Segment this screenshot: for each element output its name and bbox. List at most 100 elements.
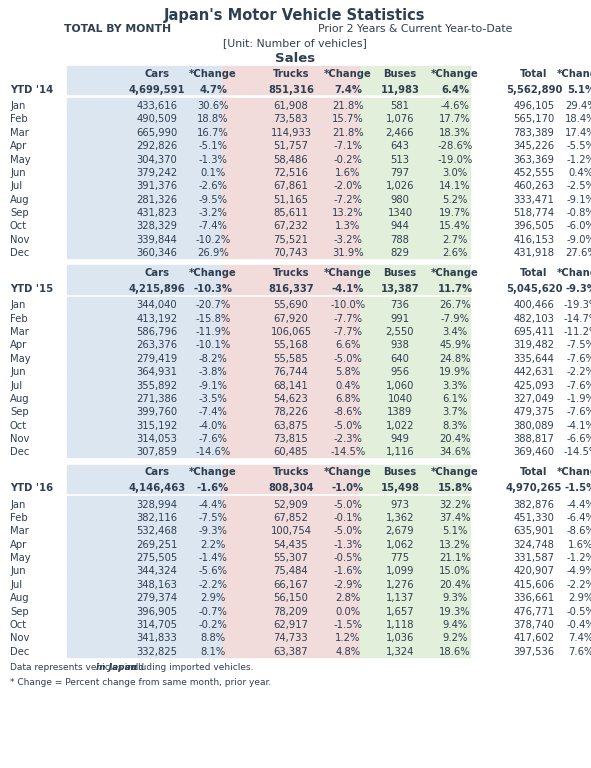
Bar bbox=[222, 550, 360, 563]
Text: -0.5%: -0.5% bbox=[333, 553, 362, 563]
Text: 55,585: 55,585 bbox=[274, 354, 309, 364]
Text: Aug: Aug bbox=[10, 194, 30, 204]
Text: May: May bbox=[10, 154, 31, 164]
Bar bbox=[67, 310, 222, 324]
Text: -0.2%: -0.2% bbox=[333, 154, 362, 164]
Bar bbox=[360, 191, 470, 204]
Bar bbox=[360, 590, 470, 603]
Text: -7.6%: -7.6% bbox=[567, 354, 591, 364]
Text: 980: 980 bbox=[391, 194, 410, 204]
Text: 332,825: 332,825 bbox=[137, 647, 177, 657]
Text: 5.1%: 5.1% bbox=[567, 84, 591, 94]
Text: -8.6%: -8.6% bbox=[567, 526, 591, 536]
Text: Jan: Jan bbox=[10, 101, 25, 111]
Text: Jul: Jul bbox=[10, 580, 22, 590]
Text: -1.3%: -1.3% bbox=[199, 154, 228, 164]
Text: 339,844: 339,844 bbox=[137, 234, 177, 245]
Text: 355,892: 355,892 bbox=[137, 380, 177, 390]
Text: -0.7%: -0.7% bbox=[199, 607, 228, 617]
Text: 944: 944 bbox=[391, 221, 410, 231]
Text: 1,118: 1,118 bbox=[386, 620, 414, 630]
Bar bbox=[360, 218, 470, 231]
Bar bbox=[67, 550, 222, 563]
Text: Buses: Buses bbox=[384, 468, 417, 478]
Text: YTD '15: YTD '15 bbox=[10, 284, 53, 294]
Text: -1.5%: -1.5% bbox=[565, 483, 591, 493]
Text: 78,226: 78,226 bbox=[274, 407, 309, 417]
Text: -8.6%: -8.6% bbox=[333, 407, 362, 417]
Text: -2.5%: -2.5% bbox=[567, 181, 591, 191]
Text: -11.2%: -11.2% bbox=[563, 327, 591, 337]
Text: 328,329: 328,329 bbox=[137, 221, 177, 231]
Text: 26.9%: 26.9% bbox=[197, 248, 229, 258]
Bar bbox=[222, 644, 360, 657]
Text: 5,562,890: 5,562,890 bbox=[506, 84, 562, 94]
Text: 19.7%: 19.7% bbox=[439, 208, 471, 218]
Text: Apr: Apr bbox=[10, 141, 27, 151]
Text: 4.8%: 4.8% bbox=[336, 647, 361, 657]
Text: 416,153: 416,153 bbox=[514, 234, 554, 245]
Text: 51,757: 51,757 bbox=[274, 141, 309, 151]
Bar bbox=[222, 151, 360, 164]
Text: 415,606: 415,606 bbox=[514, 580, 554, 590]
Text: -7.6%: -7.6% bbox=[567, 407, 591, 417]
Text: -9.0%: -9.0% bbox=[567, 234, 591, 245]
Text: 63,387: 63,387 bbox=[274, 647, 309, 657]
Text: 1,324: 1,324 bbox=[386, 647, 414, 657]
Text: 18.4%: 18.4% bbox=[565, 114, 591, 124]
Text: -7.6%: -7.6% bbox=[199, 434, 228, 444]
Text: -2.2%: -2.2% bbox=[199, 580, 228, 590]
Text: 1.6%: 1.6% bbox=[569, 540, 591, 550]
Bar bbox=[67, 431, 222, 444]
Text: 67,920: 67,920 bbox=[274, 314, 309, 324]
Text: 32.2%: 32.2% bbox=[439, 500, 471, 510]
Text: Japan's Motor Vehicle Statistics: Japan's Motor Vehicle Statistics bbox=[164, 8, 426, 23]
Bar bbox=[222, 191, 360, 204]
Text: 55,690: 55,690 bbox=[274, 300, 309, 310]
Text: Cars: Cars bbox=[145, 268, 170, 278]
Text: -14.5%: -14.5% bbox=[330, 447, 366, 457]
Text: 281,326: 281,326 bbox=[137, 194, 177, 204]
Text: Mar: Mar bbox=[10, 327, 29, 337]
Bar bbox=[222, 603, 360, 617]
Text: 496,105: 496,105 bbox=[514, 101, 554, 111]
Text: -2.0%: -2.0% bbox=[333, 181, 362, 191]
Text: 396,905: 396,905 bbox=[137, 607, 177, 617]
Text: [Unit: Number of vehicles]: [Unit: Number of vehicles] bbox=[223, 38, 367, 48]
Text: YTD '14: YTD '14 bbox=[10, 84, 53, 94]
Bar bbox=[360, 465, 470, 478]
Text: Sep: Sep bbox=[10, 607, 28, 617]
Text: 344,324: 344,324 bbox=[137, 567, 177, 577]
Bar bbox=[67, 479, 222, 493]
Bar bbox=[360, 98, 470, 111]
Text: 5.8%: 5.8% bbox=[335, 367, 361, 377]
Text: -3.5%: -3.5% bbox=[199, 394, 228, 404]
Text: 14.1%: 14.1% bbox=[439, 181, 471, 191]
Bar bbox=[67, 537, 222, 550]
Text: 1,076: 1,076 bbox=[386, 114, 414, 124]
Text: 399,760: 399,760 bbox=[137, 407, 177, 417]
Text: 68,141: 68,141 bbox=[274, 380, 309, 390]
Text: Mar: Mar bbox=[10, 526, 29, 536]
Bar bbox=[222, 81, 360, 94]
Text: 369,460: 369,460 bbox=[514, 447, 554, 457]
Text: -6.4%: -6.4% bbox=[567, 513, 591, 523]
Text: 452,555: 452,555 bbox=[514, 168, 554, 178]
Bar bbox=[67, 630, 222, 644]
Text: 4,699,591: 4,699,591 bbox=[129, 84, 186, 94]
Text: 19.3%: 19.3% bbox=[439, 607, 471, 617]
Text: Jul: Jul bbox=[10, 181, 22, 191]
Text: 17.7%: 17.7% bbox=[439, 114, 471, 124]
Text: 1389: 1389 bbox=[387, 407, 413, 417]
Bar bbox=[222, 164, 360, 178]
Text: Jun: Jun bbox=[10, 367, 25, 377]
Bar bbox=[67, 280, 222, 293]
Text: in Japan: in Japan bbox=[96, 664, 137, 672]
Text: *Change: *Change bbox=[324, 268, 372, 278]
Text: 328,994: 328,994 bbox=[137, 500, 177, 510]
Text: -14.5%: -14.5% bbox=[563, 447, 591, 457]
Text: -3.2%: -3.2% bbox=[199, 208, 228, 218]
Text: -10.0%: -10.0% bbox=[330, 300, 366, 310]
Text: 431,918: 431,918 bbox=[514, 248, 554, 258]
Text: 13.2%: 13.2% bbox=[332, 208, 364, 218]
